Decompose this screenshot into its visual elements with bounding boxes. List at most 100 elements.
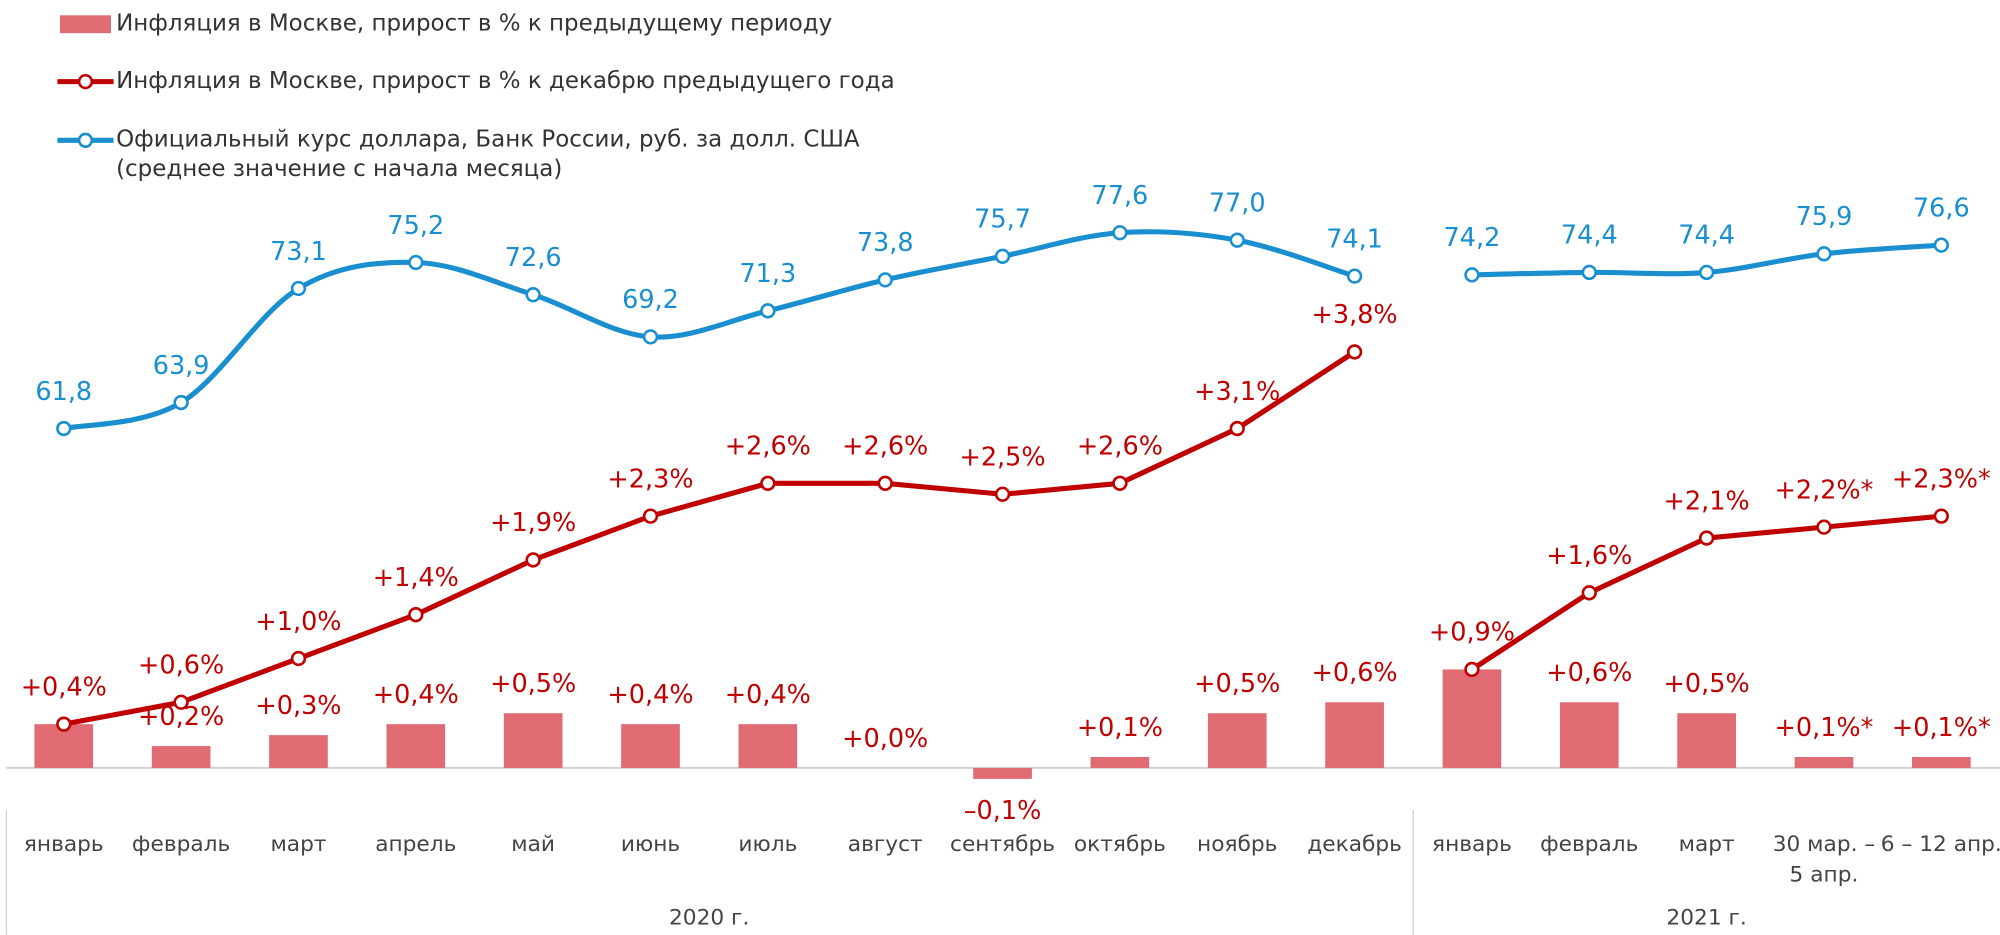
x-tick-label: август [847, 831, 923, 858]
bar-label: +0,5% [1664, 669, 1750, 699]
line-label: +3,1% [1194, 377, 1280, 407]
x-tick-label: апрель [375, 831, 457, 858]
line-label: 75,9 [1796, 202, 1853, 232]
line-label: 73,8 [857, 228, 914, 258]
bar [621, 724, 680, 768]
group-label: 2021 г. [1666, 905, 1747, 932]
x-tick-label: январь [1432, 831, 1512, 858]
bar [1325, 702, 1384, 768]
bar [269, 735, 328, 768]
line-marker [1112, 225, 1128, 241]
x-tick-label: сентябрь [950, 831, 1056, 858]
x-tick-label: июнь [620, 831, 681, 858]
x-tick-label: март [270, 831, 327, 858]
line-marker [1464, 661, 1480, 678]
line-label: 61,8 [35, 377, 92, 407]
line-label: +2,3% [607, 464, 693, 494]
bar-label: +0,3% [255, 691, 341, 721]
line-marker [1346, 268, 1363, 284]
line-label: 63,9 [153, 351, 210, 381]
line-marker [173, 694, 189, 710]
bar [1559, 702, 1619, 768]
bar-label: –0,1% [964, 796, 1042, 826]
line-label: +2,5% [959, 443, 1045, 473]
legend-swatch [77, 73, 94, 90]
line-marker [1933, 508, 1949, 524]
line-marker [1112, 475, 1128, 491]
line-marker [1698, 530, 1715, 546]
line-marker [525, 552, 541, 568]
bar [1677, 713, 1736, 768]
line-label: 74,4 [1678, 221, 1735, 251]
line-marker [1816, 519, 1832, 535]
bar [503, 713, 563, 768]
bar [1911, 757, 1971, 768]
line-marker [877, 272, 893, 288]
line-marker [408, 254, 424, 271]
line-label: 75,2 [387, 211, 444, 241]
x-tick-label: декабрь [1307, 831, 1402, 858]
x-tick-label: май [511, 831, 556, 858]
line-label: 72,6 [505, 243, 562, 273]
line-marker [56, 420, 72, 437]
line-marker [1581, 264, 1597, 281]
x-tick-label: март [1678, 831, 1735, 858]
bar-label: +0,5% [490, 669, 576, 699]
line-marker [408, 607, 424, 623]
line-marker [290, 280, 307, 297]
line-marker [994, 248, 1011, 264]
line-label: 75,7 [974, 205, 1031, 235]
line-marker [760, 303, 776, 319]
group-label: 2020 г. [668, 905, 750, 932]
line-label: +2,3%* [1892, 464, 1991, 494]
line-label: 74,1 [1326, 224, 1383, 254]
legend-swatch [59, 15, 111, 34]
bar [151, 746, 211, 768]
line-label: +1,0% [255, 607, 341, 637]
line-label: +2,6% [725, 432, 811, 462]
line-label: +2,6% [1077, 432, 1163, 462]
line-marker [642, 329, 659, 345]
x-tick-label: июль [738, 831, 798, 858]
line-marker [994, 486, 1011, 502]
x-tick-label: октябрь [1073, 831, 1166, 858]
line-label: +3,8% [1312, 300, 1398, 330]
line-marker [1581, 585, 1597, 601]
line-label: 71,3 [739, 259, 796, 289]
line-label: 76,6 [1913, 193, 1970, 223]
line-label: +2,2%* [1775, 475, 1874, 505]
line-label: 69,2 [622, 285, 679, 315]
line-label: +1,6% [1546, 541, 1632, 571]
line-label: 73,1 [270, 237, 327, 267]
line-marker [525, 287, 541, 303]
line-marker [877, 475, 893, 491]
line-label: +2,6% [842, 432, 928, 462]
bar-label: +0,5% [1194, 669, 1280, 699]
legend-swatch [77, 132, 94, 148]
legend-entry: Инфляция в Москве, прирост в % к декабрю… [116, 67, 895, 95]
bar [1442, 669, 1502, 768]
legend-entry: Инфляция в Москве, прирост в % к предыду… [116, 10, 833, 37]
line-marker [1698, 264, 1715, 281]
bar-label: +0,1%* [1775, 713, 1874, 743]
line-label: +1,9% [490, 508, 576, 538]
bar-label: +0,6% [1546, 658, 1632, 688]
line-marker [56, 716, 72, 732]
bar [738, 724, 798, 768]
line-label: 77,0 [1209, 188, 1266, 218]
bar-label: +0,1%* [1892, 713, 1991, 743]
bar-label: +0,1% [1077, 713, 1163, 743]
line-marker [1346, 344, 1363, 360]
line-marker [1229, 232, 1245, 248]
line-marker [290, 650, 307, 667]
line-marker [1464, 267, 1480, 283]
bar [1090, 757, 1150, 768]
line-label: +0,9% [1429, 618, 1515, 648]
line-marker [1229, 420, 1245, 437]
x-tick-label: 30 мар. – 5 апр. [1772, 831, 1876, 888]
line-marker [1816, 246, 1832, 262]
line-label: +0,4% [21, 672, 107, 702]
bar [386, 724, 446, 768]
line-marker [760, 475, 776, 491]
